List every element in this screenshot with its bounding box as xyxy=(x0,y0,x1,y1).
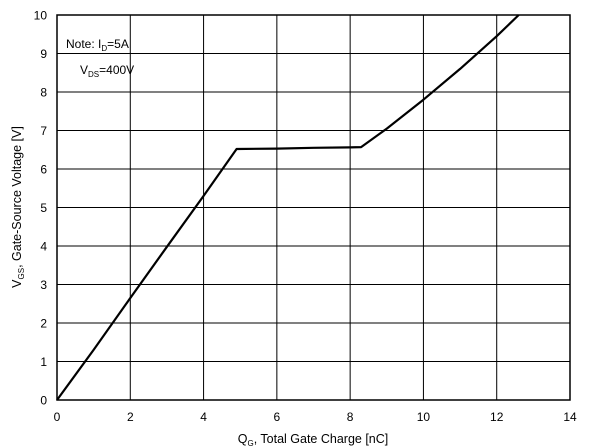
x-tick-label: 4 xyxy=(200,410,207,424)
annotation-current: Note: ID=5A xyxy=(66,37,129,53)
y-tick-label: 8 xyxy=(40,86,47,100)
y-tick-label: 4 xyxy=(40,240,47,254)
y-tick-label: 9 xyxy=(40,47,47,61)
x-tick-labels: 0 2 4 6 8 10 12 14 xyxy=(54,410,577,424)
y-axis-title: VGS, Gate-Source Voltage [V] xyxy=(10,126,26,288)
series-line-0 xyxy=(56,14,520,401)
y-tick-label: 7 xyxy=(40,124,47,138)
y-tick-label: 1 xyxy=(40,355,47,369)
x-tick-label: 2 xyxy=(127,410,134,424)
series-group xyxy=(56,14,520,401)
grid xyxy=(56,14,571,401)
y-tick-label: 2 xyxy=(40,317,47,331)
x-tick-label: 12 xyxy=(490,410,504,424)
y-tick-label: 6 xyxy=(40,163,47,177)
x-tick-label: 14 xyxy=(563,410,577,424)
y-tick-labels: 0 1 2 3 4 5 6 7 8 9 10 xyxy=(34,9,48,408)
annotation-voltage: VDS=400V xyxy=(80,63,134,79)
x-tick-label: 6 xyxy=(274,410,281,424)
y-tick-label: 3 xyxy=(40,278,47,292)
y-tick-label: 5 xyxy=(40,201,47,215)
x-axis-title: QG, Total Gate Charge [nC] xyxy=(238,432,389,448)
x-tick-label: 10 xyxy=(417,410,431,424)
x-tick-label: 0 xyxy=(54,410,61,424)
x-tick-label: 8 xyxy=(347,410,354,424)
y-tick-label: 10 xyxy=(34,9,48,23)
y-tick-label: 0 xyxy=(40,394,47,408)
plot-frame xyxy=(56,14,571,401)
